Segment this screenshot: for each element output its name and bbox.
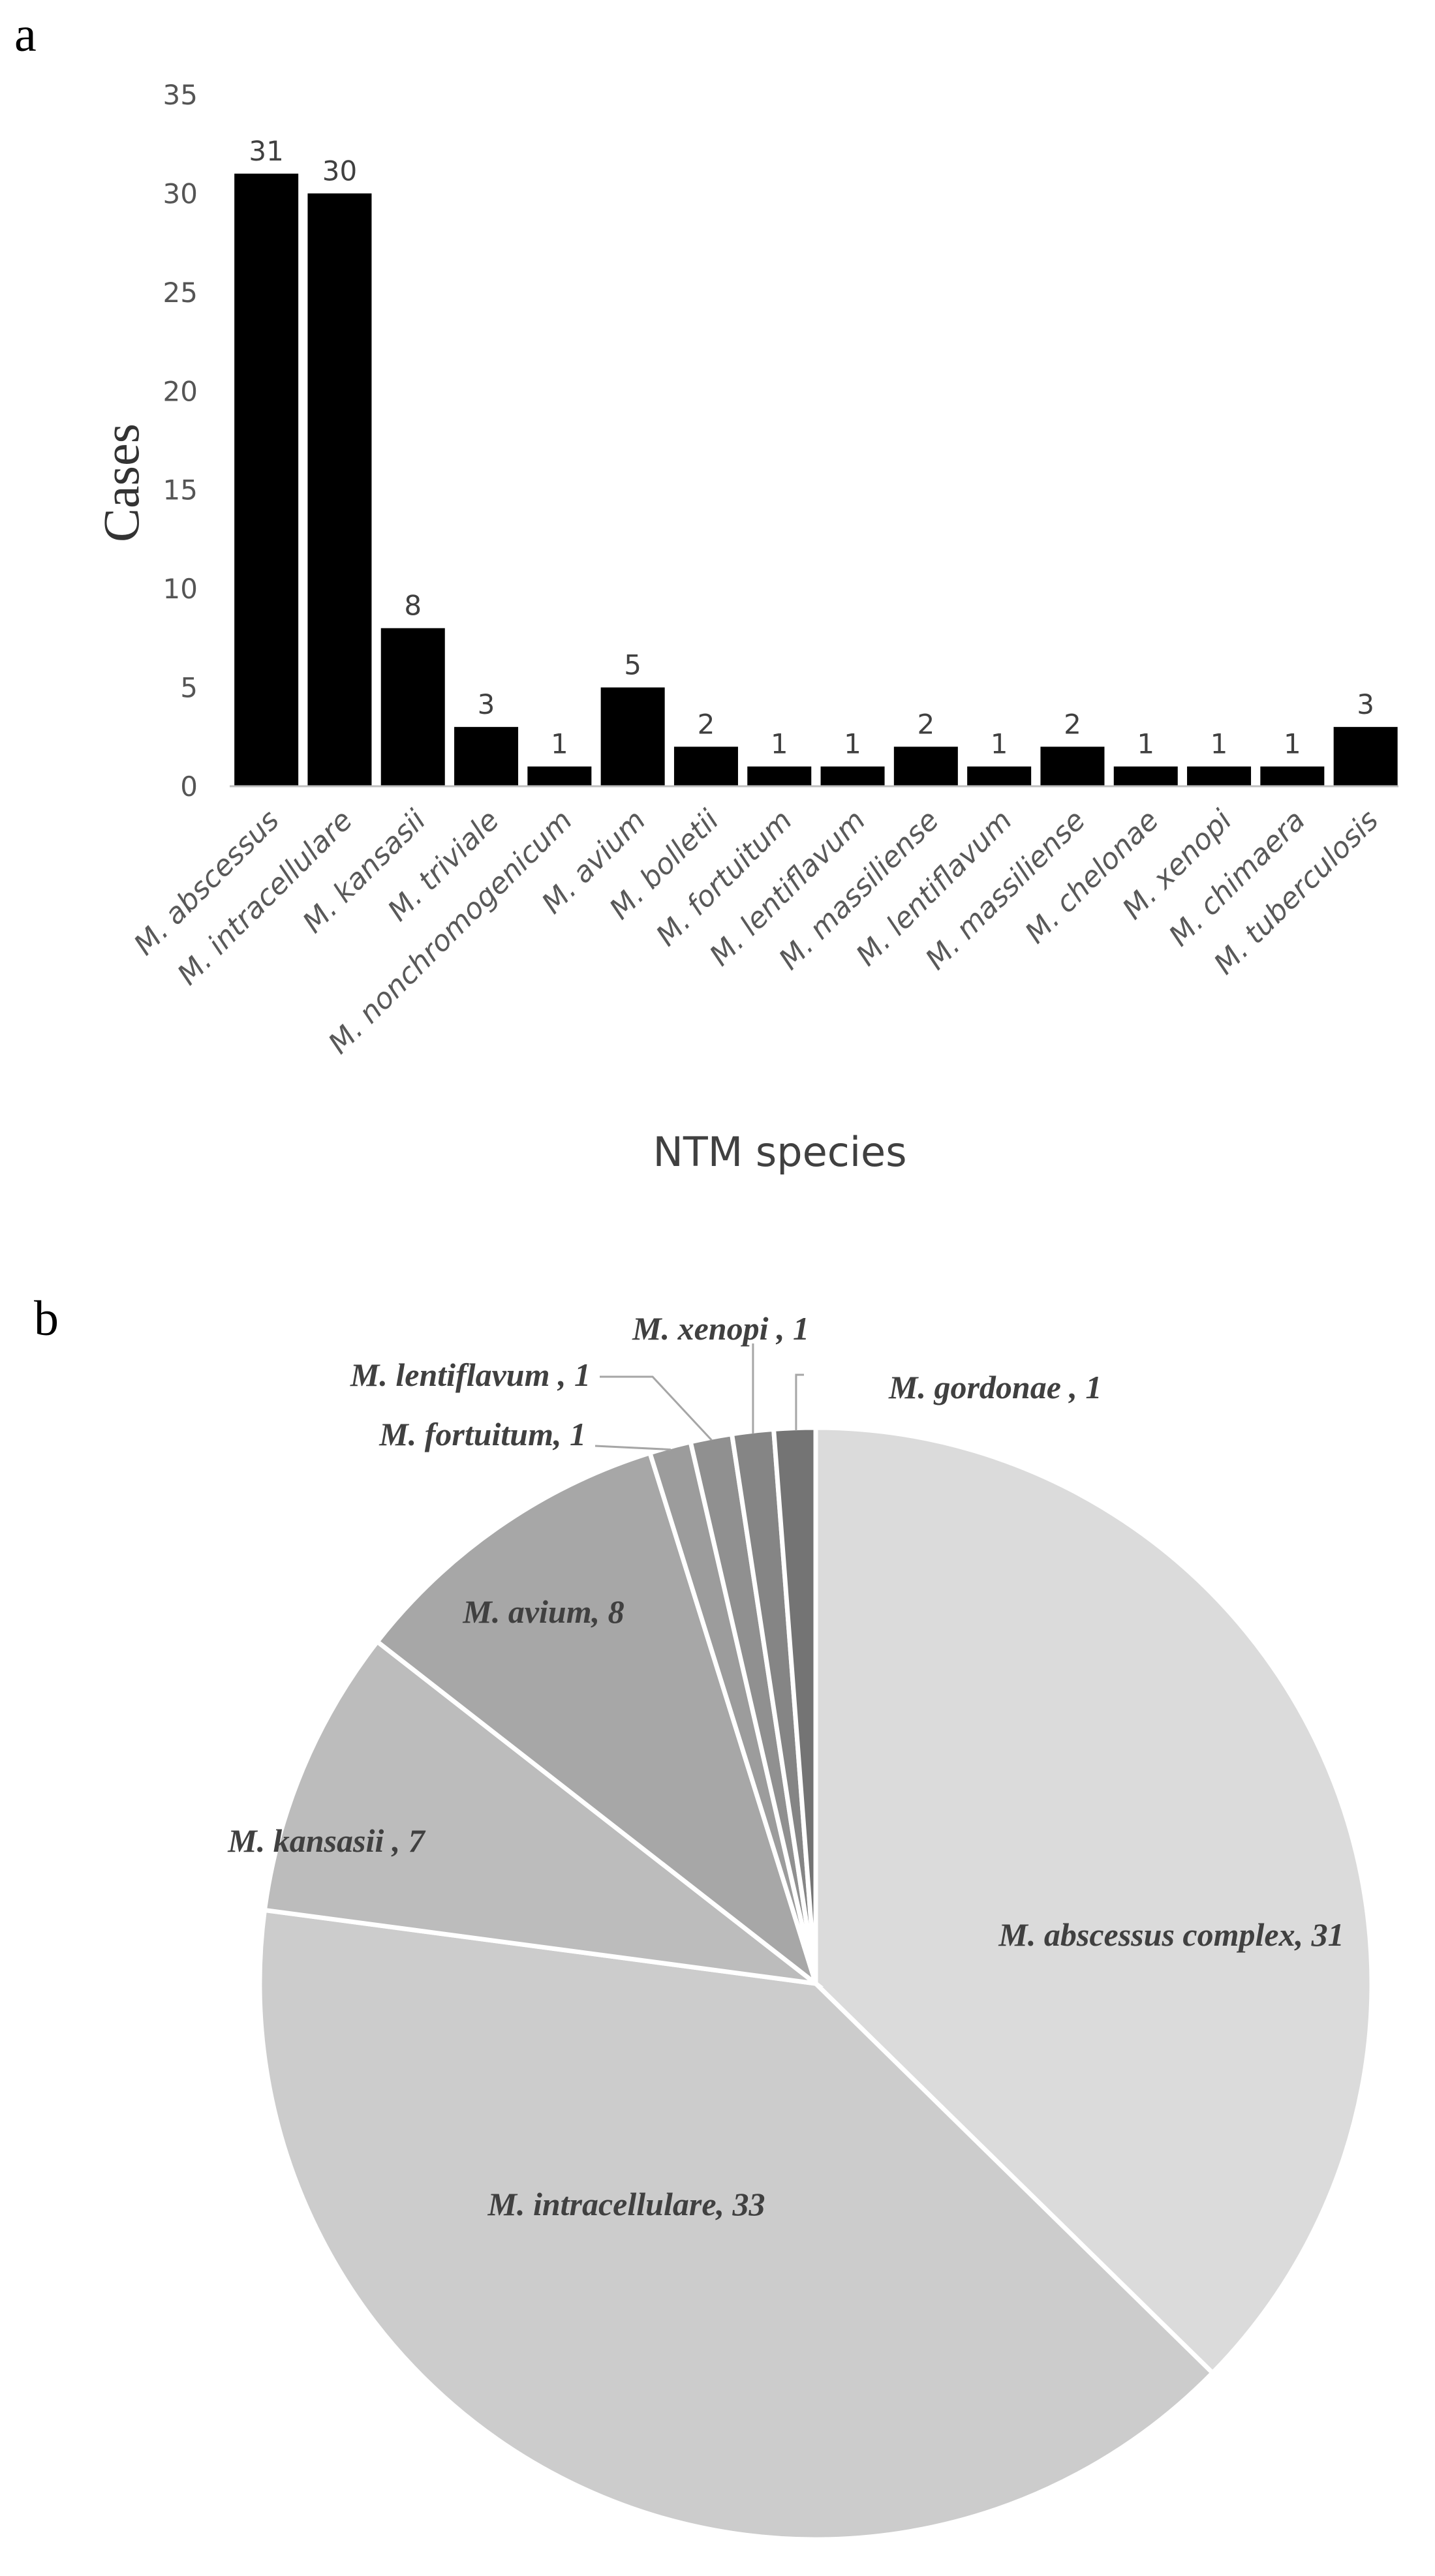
bars [234, 174, 1398, 787]
bar [747, 766, 812, 786]
bar [820, 766, 885, 786]
bar-value-label: 8 [404, 590, 422, 622]
pie-slice-label: M. avium, 8 [462, 1593, 624, 1630]
y-axis-title: Cases [93, 423, 149, 542]
bar [967, 766, 1032, 786]
y-tick-label: 30 [163, 177, 198, 209]
bar [1040, 746, 1105, 786]
pie-leader-line [795, 1373, 804, 1431]
pie-slice-label: M. abscessus complex, 31 [998, 1916, 1344, 1953]
y-tick-label: 0 [180, 771, 198, 803]
pie-slice-label: M. kansasii , 7 [227, 1822, 425, 1859]
bar-value-label: 1 [551, 728, 568, 760]
bar [234, 174, 299, 787]
y-tick-label: 25 [163, 277, 198, 309]
pie-slice-label: M. intracellulare, 33 [487, 2186, 765, 2222]
x-axis-title: NTM species [653, 1128, 906, 1176]
pie-slice-label: M. fortuitum, 1 [378, 1416, 586, 1452]
bar [527, 766, 592, 786]
bar [307, 193, 372, 786]
pie-leader-line [600, 1375, 713, 1441]
bar [1113, 766, 1178, 786]
bar-value-label: 30 [322, 155, 357, 187]
bar [454, 727, 519, 786]
bar [1260, 766, 1325, 786]
bar-value-label: 3 [1357, 688, 1374, 720]
y-tick-label: 20 [163, 375, 198, 407]
bar-value-label: 1 [1284, 728, 1301, 760]
pie-labels: M. abscessus complex, 31 M. intracellular… [227, 1310, 1344, 2222]
bar-value-label: 2 [917, 708, 934, 740]
pie-slice [813, 1425, 1374, 2376]
pie-slice-label: M. xenopi , 1 [632, 1310, 809, 1347]
pie-slice-label: M. lentiflavum , 1 [350, 1357, 591, 1393]
bar [380, 628, 445, 786]
pie-slice [771, 1425, 818, 1984]
bar-value-label: 5 [624, 649, 641, 681]
y-tick-label: 10 [163, 573, 198, 605]
bar [893, 746, 958, 786]
bar-value-label: 31 [249, 135, 283, 167]
y-axis-ticks: 0 5 10 15 20 25 30 35 [163, 79, 198, 803]
bar-value-label: 2 [698, 708, 715, 740]
pie-slice-label: M. gordonae , 1 [888, 1369, 1102, 1405]
pie-chart [257, 1425, 1374, 2542]
bar [673, 746, 738, 786]
bar-value-label: 3 [478, 688, 495, 720]
bar-value-label: 1 [991, 728, 1008, 760]
bar-value-label: 1 [771, 728, 788, 760]
y-tick-label: 35 [163, 79, 198, 111]
y-tick-label: 15 [163, 474, 198, 506]
bar [1333, 727, 1398, 786]
pie-leader-line [594, 1445, 671, 1451]
pie-slice [257, 1907, 1216, 2542]
pie-slice [262, 1638, 824, 1987]
bar-value-label: 1 [844, 728, 861, 760]
panel-a-label: a [14, 7, 37, 62]
bar-value-label: 2 [1064, 708, 1081, 740]
bar-value-label: 1 [1211, 728, 1228, 760]
bar-value-label: 1 [1137, 728, 1154, 760]
bar [600, 687, 665, 786]
pie-slice [374, 1450, 820, 1990]
y-tick-label: 5 [180, 672, 198, 704]
bar [1187, 766, 1252, 786]
panel-b-label: b [34, 1291, 59, 1346]
